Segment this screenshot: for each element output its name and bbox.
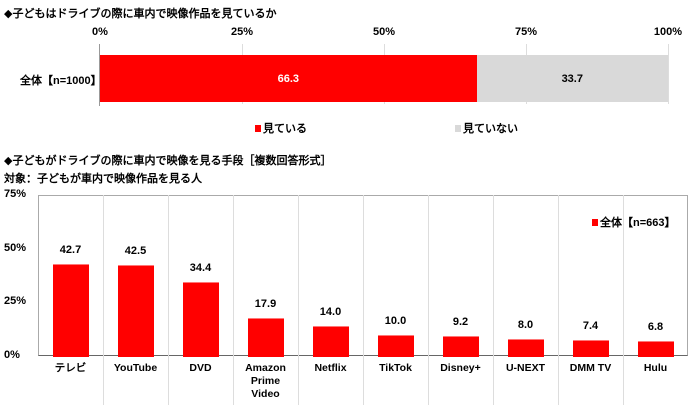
legend-item: 全体【n=663】 xyxy=(592,214,676,230)
x-tick-label: 50% xyxy=(372,26,396,38)
category-label: DVD xyxy=(189,362,212,374)
y-tick-label: 25% xyxy=(4,295,27,308)
x-tick-label: 75% xyxy=(514,26,538,38)
legend-item: 見ている xyxy=(255,120,307,136)
category-divider xyxy=(558,195,559,405)
chart2-title: ◆子どもがドライブの際に車内で映像を見る手段［複数回答形式］ xyxy=(4,155,332,167)
category-divider xyxy=(298,195,299,405)
x-tick-label: 100% xyxy=(653,26,683,38)
bar-segment-0: 66.3 xyxy=(100,55,477,102)
legend-item: 見ていない xyxy=(455,120,518,136)
category-label: U-NEXT xyxy=(505,362,546,374)
chart2-subtitle: 対象：子どもが車内で映像作品を見る人 xyxy=(4,173,202,185)
value-label: 6.8 xyxy=(647,321,664,334)
category-divider xyxy=(363,195,364,405)
y-tick-label: 50% xyxy=(4,241,27,254)
legend-label: 全体【n=663】 xyxy=(600,217,676,229)
category-divider xyxy=(428,195,429,405)
bar xyxy=(312,325,349,357)
category-divider xyxy=(233,195,234,405)
category-label: YouTube xyxy=(113,362,158,374)
category-label: TikTok xyxy=(379,362,412,374)
category-label: Hulu xyxy=(643,362,668,374)
legend-label: 見ていない xyxy=(463,123,518,135)
legend-label: 見ている xyxy=(263,123,307,135)
axis-line xyxy=(99,44,100,106)
bar xyxy=(637,341,674,357)
category-label: 全体【n=1000】 xyxy=(20,75,102,87)
y-tick-label: 75% xyxy=(4,188,27,200)
bar xyxy=(182,282,219,357)
x-tick-label: 0% xyxy=(92,26,108,38)
value-label: 14.0 xyxy=(319,305,342,318)
value-label: 42.7 xyxy=(59,244,82,257)
bar-segment-1: 33.7 xyxy=(476,55,668,102)
category-label: DMM TV xyxy=(569,362,612,374)
value-label: 17.9 xyxy=(254,297,277,310)
category-label: テレビ xyxy=(54,362,87,374)
value-label: 8.0 xyxy=(517,318,534,331)
category-divider xyxy=(623,195,624,405)
category-label: Amazon Prime Video xyxy=(245,362,286,400)
bar xyxy=(572,340,609,357)
category-divider xyxy=(168,195,169,405)
bar xyxy=(442,336,479,357)
value-label: 7.4 xyxy=(582,320,599,333)
value-label: 42.5 xyxy=(124,244,147,257)
category-label: Netflix xyxy=(314,362,347,374)
legend-swatch xyxy=(455,125,461,132)
x-tick-label: 25% xyxy=(230,26,254,38)
category-label: Disney+ xyxy=(440,362,481,374)
legend-swatch xyxy=(592,219,598,226)
chart1-title: ◆子どもはドライブの際に車内で映像作品を見ているか xyxy=(4,8,277,20)
value-label: 10.0 xyxy=(384,314,407,327)
category-divider xyxy=(493,195,494,405)
bar xyxy=(507,338,544,357)
legend-swatch xyxy=(255,125,261,132)
bar xyxy=(247,317,284,357)
bar xyxy=(377,334,414,357)
bar xyxy=(52,264,89,357)
value-label: 34.4 xyxy=(189,262,212,275)
category-divider xyxy=(103,195,104,405)
y-tick-label: 0% xyxy=(4,349,20,361)
value-label: 9.2 xyxy=(452,316,469,329)
gridline xyxy=(668,44,669,104)
bar xyxy=(117,264,154,357)
